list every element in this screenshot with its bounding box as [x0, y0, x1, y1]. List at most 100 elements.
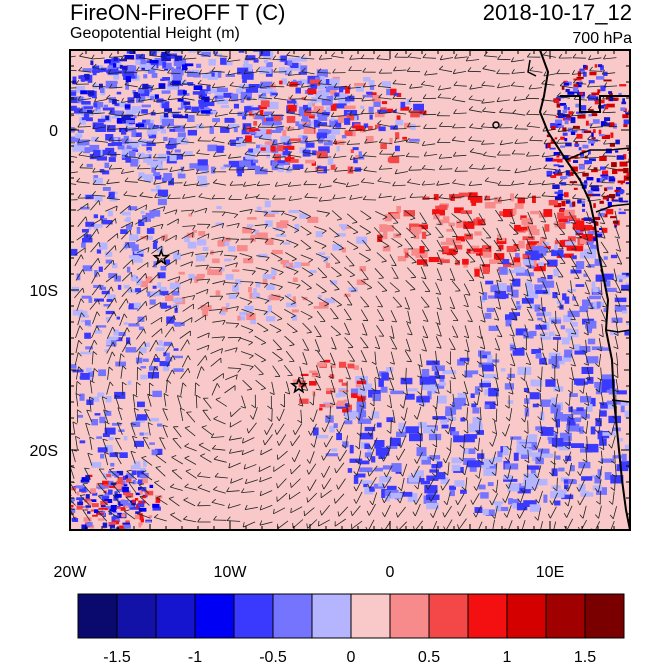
wind-barb [584, 352, 589, 366]
wind-barb-flag [577, 500, 581, 506]
wind-barb [613, 268, 618, 282]
wind-barb [347, 280, 357, 292]
wind-barb-flag [585, 221, 591, 225]
wind-barb-flag [226, 516, 231, 521]
wind-barb [89, 380, 93, 394]
wind-barb-flag [120, 97, 124, 103]
wind-barb [76, 181, 90, 184]
field-patch [608, 177, 616, 182]
field-patch [161, 90, 171, 94]
wind-barb [107, 128, 121, 131]
wind-barb [91, 57, 105, 60]
wind-barb [360, 296, 370, 307]
wind-barb-flag [183, 123, 187, 129]
wind-barb-flag [538, 347, 544, 351]
field-patch [562, 155, 569, 160]
wind-barb-flag [197, 501, 201, 507]
field-patch [137, 503, 145, 508]
wind-barb-flag [398, 428, 402, 434]
field-patch [577, 199, 582, 204]
field-patch [622, 98, 625, 103]
field-patch [364, 426, 376, 432]
field-patch [75, 133, 83, 139]
field-patch [264, 200, 271, 208]
field-patch [551, 438, 564, 447]
wind-barb [604, 125, 618, 127]
field-patch [583, 217, 592, 221]
wind-barb [137, 300, 147, 312]
wind-barb-flag [542, 363, 548, 366]
wind-barb [601, 195, 615, 198]
wind-barb [582, 380, 586, 394]
wind-barb [288, 198, 302, 201]
field-patch [266, 284, 275, 290]
wind-barb [436, 268, 443, 281]
wind-barb-flag [406, 360, 412, 363]
wind-barb [271, 267, 284, 273]
field-patch [529, 304, 535, 310]
field-patch [416, 114, 424, 117]
wind-barb [491, 451, 497, 465]
wind-barb [469, 86, 483, 90]
wind-barb [184, 457, 197, 465]
wind-barb-flag [616, 262, 622, 265]
field-patch [483, 468, 496, 476]
field-patch [75, 485, 84, 489]
wind-barb [171, 456, 184, 465]
field-patch [89, 153, 100, 160]
wind-barb-flag [187, 355, 191, 361]
field-patch [113, 63, 117, 68]
wind-barb-flag [465, 294, 471, 296]
field-patch [243, 71, 254, 80]
wind-barb [525, 283, 529, 297]
wind-barb [452, 99, 466, 103]
wind-barb-flag [567, 290, 573, 294]
field-patch [159, 361, 170, 367]
field-patch [253, 59, 259, 63]
wind-barb [211, 70, 225, 73]
wind-barb-flag [130, 423, 136, 426]
field-patch [139, 432, 144, 436]
field-patch [484, 389, 490, 396]
wind-barb [180, 261, 193, 267]
wind-barb [572, 72, 586, 75]
wind-barb [480, 281, 484, 295]
wind-barb [407, 310, 411, 324]
wind-barb [610, 520, 615, 530]
wind-barb-flag [599, 222, 605, 225]
field-patch [123, 285, 130, 289]
wind-barb [194, 382, 196, 396]
wind-barb-flag [302, 148, 307, 153]
wind-barb [254, 364, 264, 375]
wind-barb [243, 71, 257, 75]
wind-barb-flag [132, 259, 134, 265]
wind-barb [181, 295, 195, 299]
wind-barb-flag [293, 271, 299, 275]
wind-barb-flag [303, 349, 309, 351]
wind-barb-flag [114, 245, 117, 251]
field-patch [580, 182, 588, 186]
wind-barb [118, 298, 127, 310]
wind-barb [198, 97, 212, 100]
wind-barb [511, 308, 518, 321]
wind-barb-flag [504, 527, 507, 530]
field-patch [329, 89, 337, 95]
wind-barb [466, 407, 469, 421]
wind-barb [333, 181, 347, 185]
field-patch [488, 387, 499, 397]
wind-barb-flag [201, 366, 205, 371]
field-patch [597, 89, 601, 93]
field-patch [545, 143, 548, 149]
field-patch [150, 50, 157, 56]
field-patch [582, 203, 585, 207]
wind-barb [416, 406, 422, 420]
field-patch [228, 294, 237, 299]
field-patch [565, 89, 570, 93]
wind-barb [598, 409, 601, 423]
wind-barb-flag [318, 79, 323, 85]
wind-barb-flag [348, 346, 354, 349]
wind-barb-flag [153, 513, 159, 518]
wind-barb [598, 353, 602, 367]
field-patch [174, 149, 181, 153]
wind-barb-flag [290, 441, 293, 447]
